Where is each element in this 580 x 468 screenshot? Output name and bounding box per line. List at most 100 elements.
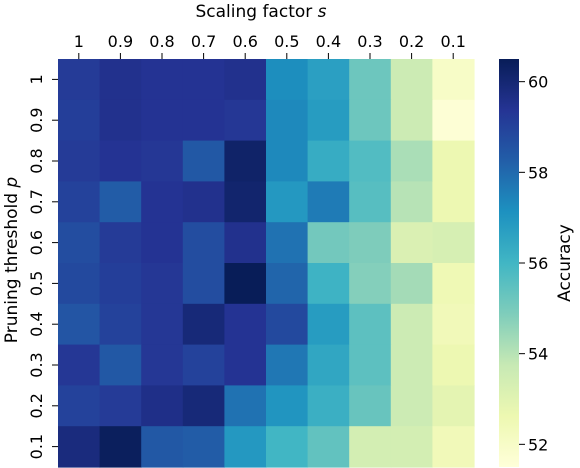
heatmap-cell	[432, 181, 475, 223]
heatmap-cell	[307, 59, 350, 101]
heatmap-cell	[182, 263, 225, 305]
heatmap-cell	[182, 303, 225, 346]
x-tick-label: 0.5	[274, 32, 299, 51]
heatmap-cell	[432, 59, 475, 101]
heatmap-cell	[99, 385, 142, 427]
heatmap-cell	[141, 263, 184, 305]
heatmap-cell	[141, 344, 184, 386]
svg-text:Pruning threshold: Pruning threshold p	[2, 177, 22, 344]
x-axis-title: Scaling factor s	[195, 2, 326, 22]
heatmap-cell	[99, 222, 142, 264]
heatmap-cell	[58, 99, 101, 142]
heatmap-cell	[432, 140, 475, 182]
heatmap-cell	[266, 140, 309, 182]
heatmap-cell	[224, 263, 267, 305]
heatmap-cell	[182, 385, 225, 427]
heatmap-cell	[58, 426, 101, 468]
heatmap-cell	[224, 99, 267, 142]
heatmap-cell	[182, 222, 225, 264]
y-axis-label: Pruning threshold	[2, 193, 22, 343]
heatmap-cell	[141, 181, 184, 223]
y-tick-label: 0.8	[27, 148, 46, 173]
y-tick-label: 1	[27, 74, 46, 84]
heatmap-cell	[307, 99, 350, 142]
heatmap-cell	[224, 344, 267, 386]
heatmap-cell	[141, 426, 184, 468]
heatmap-cell	[58, 344, 101, 386]
y-axis-ticks: 1 0.9 0.8 0.7 0.6 0.5 0.4 0.3 0.2 0.1	[27, 74, 58, 459]
heatmap-cell	[349, 59, 392, 101]
heatmap-cell	[432, 222, 475, 264]
colorbar: 52 54 56 58 60 Accuracy	[499, 59, 575, 467]
heatmap-cell	[349, 222, 392, 264]
heatmap-cell	[349, 140, 392, 182]
x-axis-ticks: 1 0.9 0.8 0.7 0.6 0.5 0.4 0.3 0.2 0.1	[74, 32, 466, 59]
heatmap-cell	[99, 99, 142, 142]
heatmap-cell	[432, 344, 475, 386]
heatmap-cell	[58, 59, 101, 101]
heatmap-cell	[307, 263, 350, 305]
heatmap-cell	[266, 344, 309, 386]
heatmap-cell	[58, 222, 101, 264]
heatmap-cell	[307, 426, 350, 468]
heatmap-cell	[99, 59, 142, 101]
heatmap-cell	[224, 426, 267, 468]
heatmap-cell	[390, 222, 433, 264]
heatmap-cell	[390, 344, 433, 386]
heatmap-cell	[224, 181, 267, 223]
y-tick-label: 0.3	[27, 352, 46, 377]
colorbar-tick-label: 54	[528, 345, 548, 364]
heatmap-cell	[307, 303, 350, 346]
heatmap-cell	[390, 426, 433, 468]
heatmap-cell	[141, 303, 184, 346]
x-tick-label: 0.9	[108, 32, 133, 51]
heatmap-cell	[58, 181, 101, 223]
heatmap-cell	[266, 181, 309, 223]
heatmap-cell	[141, 99, 184, 142]
heatmap-cell	[266, 303, 309, 346]
heatmap-cell	[307, 140, 350, 182]
heatmap-cell	[182, 59, 225, 101]
heatmap-cell	[266, 59, 309, 101]
heatmap-cell	[307, 385, 350, 427]
heatmap-cell	[182, 99, 225, 142]
colorbar-tick-label: 56	[528, 254, 548, 273]
colorbar-tick-label: 60	[528, 73, 548, 92]
heatmap-cell	[99, 426, 142, 468]
x-tick-label: 1	[74, 32, 84, 51]
heatmap-cell	[349, 344, 392, 386]
heatmap-cell	[307, 222, 350, 264]
colorbar-tick-label: 58	[528, 163, 548, 182]
heatmap-cell	[266, 426, 309, 468]
heatmap-cell	[307, 181, 350, 223]
x-axis-variable: s	[318, 2, 327, 22]
heatmap-cell	[349, 426, 392, 468]
heatmap-cell	[141, 385, 184, 427]
y-tick-label: 0.2	[27, 393, 46, 418]
heatmap-cell	[99, 303, 142, 346]
heatmap-cell	[266, 99, 309, 142]
heatmap-cell	[58, 263, 101, 305]
heatmap-cell	[224, 385, 267, 427]
colorbar-ticks: 52 54 56 58 60	[519, 73, 548, 454]
heatmap-cell	[182, 426, 225, 468]
heatmap-cell	[390, 181, 433, 223]
x-tick-label: 0.7	[191, 32, 216, 51]
x-tick-label: 0.2	[399, 32, 424, 51]
y-axis-variable: p	[2, 177, 22, 189]
heatmap-cell	[141, 222, 184, 264]
heatmap-cell	[99, 181, 142, 223]
colorbar-label: Accuracy	[555, 224, 575, 302]
heatmap-cell	[349, 385, 392, 427]
x-tick-label: 0.3	[357, 32, 382, 51]
heatmap-cell	[266, 263, 309, 305]
heatmap-cell	[307, 344, 350, 386]
x-tick-label: 0.1	[440, 32, 465, 51]
heatmap-cell	[349, 181, 392, 223]
heatmap-cell	[266, 222, 309, 264]
y-tick-label: 0.1	[27, 434, 46, 459]
heatmap-cell	[432, 99, 475, 142]
y-tick-label: 0.5	[27, 271, 46, 296]
colorbar-gradient	[499, 59, 519, 467]
heatmap-cell	[432, 385, 475, 427]
